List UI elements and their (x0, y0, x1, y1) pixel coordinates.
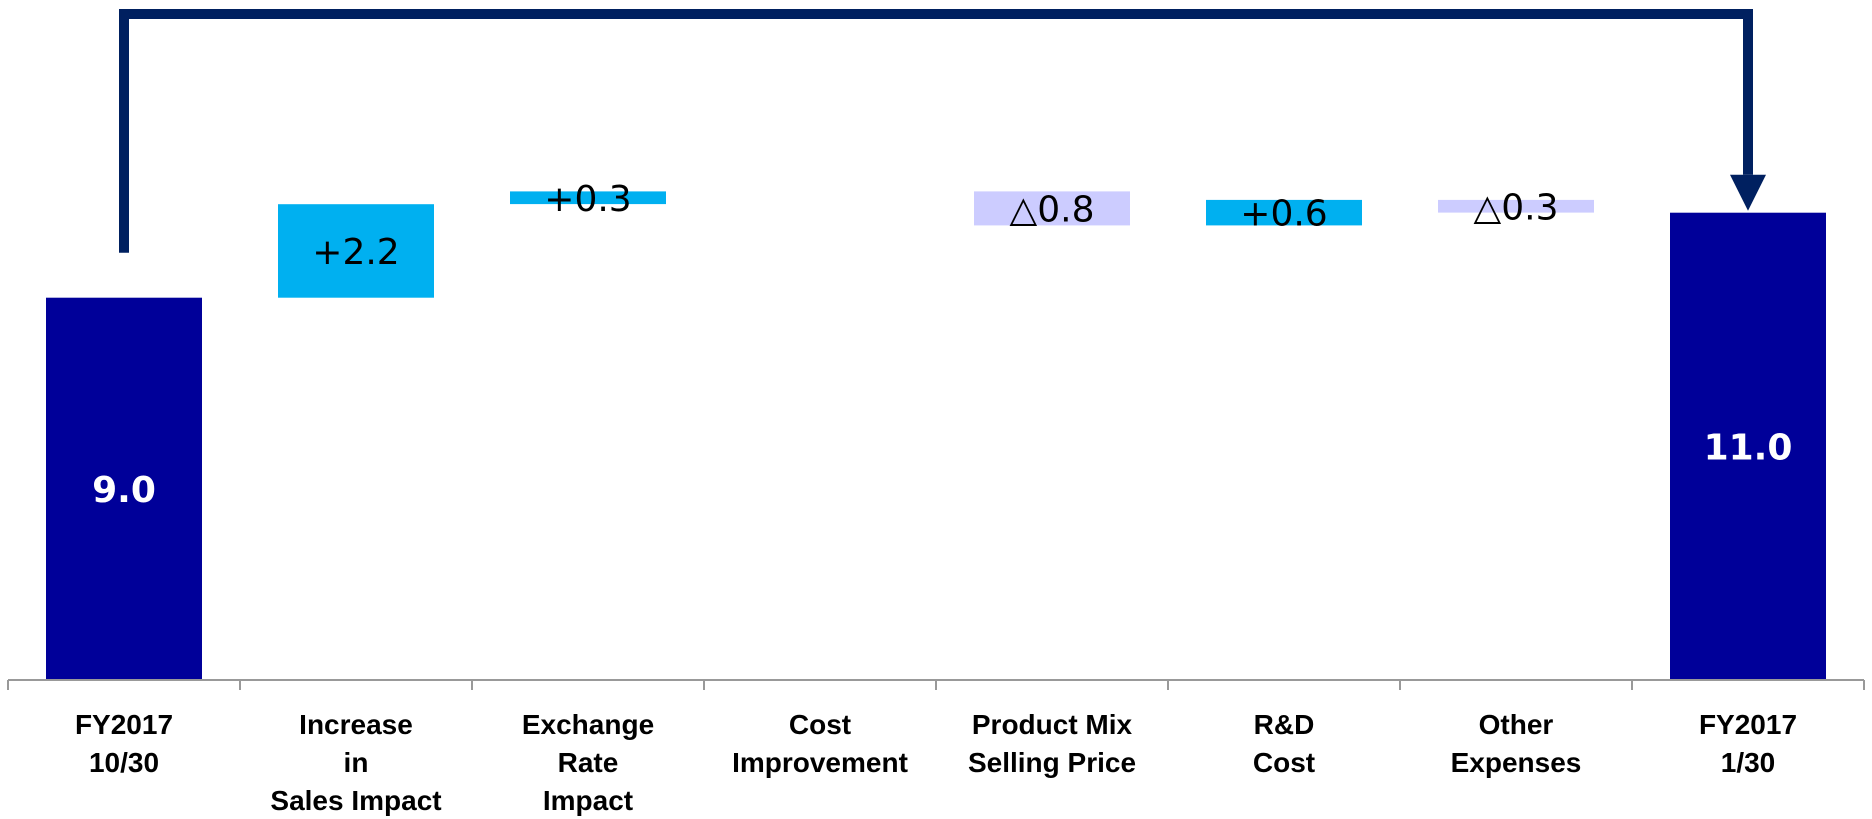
category-label-line: Product Mix (972, 709, 1133, 740)
data-label-6: △0.3 (1474, 187, 1559, 228)
bar-0 (46, 297, 202, 680)
category-label-line: Improvement (732, 747, 908, 778)
category-label-line: Expenses (1451, 747, 1582, 778)
bar-4 (974, 191, 1130, 226)
change-arrow (119, 9, 1766, 253)
category-label-line: Increase (299, 709, 413, 740)
category-label-line: 1/30 (1721, 747, 1776, 778)
category-label-7: FY2017 1/30 (1699, 709, 1797, 778)
category-label-3: Cost Improvement (732, 709, 908, 778)
category-label-line: FY2017 (75, 709, 173, 740)
bar-2 (510, 191, 666, 205)
category-labels: FY2017 10/30 Increase in Sales Impact Exchang… (75, 709, 1797, 816)
category-label-line: Cost (1253, 747, 1315, 778)
category-label-line: R&D (1254, 709, 1315, 740)
data-label-5: +0.6 (1240, 194, 1327, 235)
category-label-line: Selling Price (968, 747, 1136, 778)
category-label-line: in (344, 747, 369, 778)
category-label-6: Other Expenses (1451, 709, 1582, 778)
arrow-line (119, 9, 1753, 253)
data-label-0: 9.0 (92, 470, 156, 511)
data-label-2: +0.3 (544, 179, 631, 220)
data-label-1: +2.2 (312, 232, 399, 273)
category-label-line: Impact (543, 785, 633, 816)
category-label-line: Cost (789, 709, 851, 740)
category-label-line: Sales Impact (270, 785, 441, 816)
bar-5 (1206, 199, 1362, 226)
category-label-line: 10/30 (89, 747, 159, 778)
category-label-line: Other (1479, 709, 1554, 740)
bar-6 (1438, 199, 1594, 213)
category-label-line: FY2017 (1699, 709, 1797, 740)
category-label-5: R&D Cost (1253, 709, 1315, 778)
category-label-line: Rate (558, 747, 619, 778)
x-axis (7, 679, 1865, 690)
category-label-0: FY2017 10/30 (75, 709, 173, 778)
category-label-line: Exchange (522, 709, 654, 740)
category-label-1: Increase in Sales Impact (270, 709, 441, 816)
arrow-head-icon (1730, 174, 1766, 211)
data-label-7: 11.0 (1704, 427, 1793, 468)
data-label-4: △0.8 (1010, 189, 1095, 230)
bar-7 (1670, 212, 1826, 680)
bars-layer: 9.0 +2.2 +0.3 △0.8 +0.6 △0.3 11.0 (46, 179, 1826, 680)
category-label-4: Product Mix Selling Price (968, 709, 1136, 778)
bar-1 (278, 204, 434, 298)
category-label-2: Exchange Rate Impact (522, 709, 654, 816)
